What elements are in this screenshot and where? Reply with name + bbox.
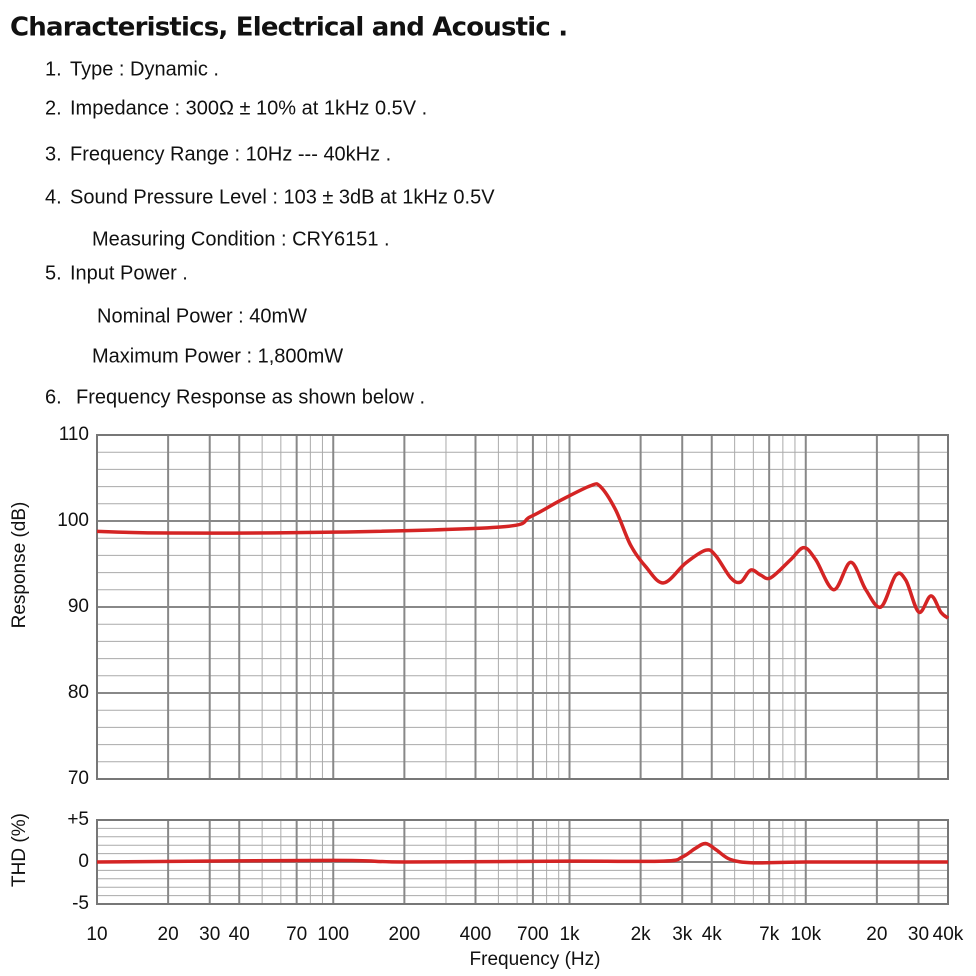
x-tick-label: 4k (702, 924, 723, 945)
x-tick-label: 70 (286, 924, 307, 945)
y-tick-label: 100 (57, 510, 89, 531)
item-text: Nominal Power : 40mW (97, 305, 307, 327)
x-tick-label: 1k (559, 924, 580, 945)
x-tick-label: 20 (158, 924, 179, 945)
x-tick-label: 100 (317, 924, 349, 945)
plot-frame (96, 434, 949, 780)
x-tick-label: 10k (790, 924, 821, 945)
y-tick-label: 80 (68, 682, 89, 703)
item-text: Impedance : 300Ω ± 10% at 1kHz 0.5V . (70, 97, 427, 119)
x-tick-label: 7k (759, 924, 780, 945)
y-axis-label: Response (dB) (9, 502, 30, 629)
x-tick-label: 10 (86, 924, 107, 945)
response-line (96, 482, 950, 620)
response-line (96, 841, 949, 865)
x-tick-label: 20 (866, 924, 887, 945)
item-number: 1. (45, 58, 62, 80)
x-tick-label: 40k (933, 924, 964, 945)
item-text: Measuring Condition : CRY6151 . (92, 228, 390, 250)
y-tick-label: +5 (67, 809, 89, 830)
y-tick-label: 90 (68, 596, 89, 617)
x-tick-label: 30 (908, 924, 929, 945)
x-tick-label: 3k (672, 924, 693, 945)
y-axis-label: THD (%) (9, 813, 30, 887)
title: Characteristics, Electrical and Acoustic… (10, 13, 567, 43)
y-tick-label: 0 (78, 851, 89, 872)
x-axis-label: Frequency (Hz) (470, 949, 601, 970)
x-tick-label: 30 (199, 924, 220, 945)
y-tick-label: 70 (68, 768, 89, 789)
item-text: Sound Pressure Level : 103 ± 3dB at 1kHz… (70, 186, 495, 208)
item-number: 3. (45, 143, 62, 165)
x-tick-label: 40 (229, 924, 250, 945)
x-tick-label: 700 (517, 924, 549, 945)
item-text: Type : Dynamic . (70, 58, 219, 80)
x-tick-label: 200 (389, 924, 421, 945)
item-text: Maximum Power : 1,800mW (92, 345, 343, 367)
item-text: Frequency Range : 10Hz --- 40kHz . (70, 143, 391, 165)
y-tick-label: 110 (59, 424, 89, 445)
item-number: 2. (45, 97, 62, 119)
y-tick-label: -5 (72, 893, 89, 914)
item-text: Frequency Response as shown below . (76, 386, 425, 408)
x-tick-label: 400 (460, 924, 492, 945)
item-text: Input Power . (70, 262, 188, 284)
x-tick-label: 2k (631, 924, 652, 945)
item-number: 4. (45, 186, 62, 208)
item-number: 5. (45, 262, 62, 284)
item-number: 6. (45, 386, 62, 408)
